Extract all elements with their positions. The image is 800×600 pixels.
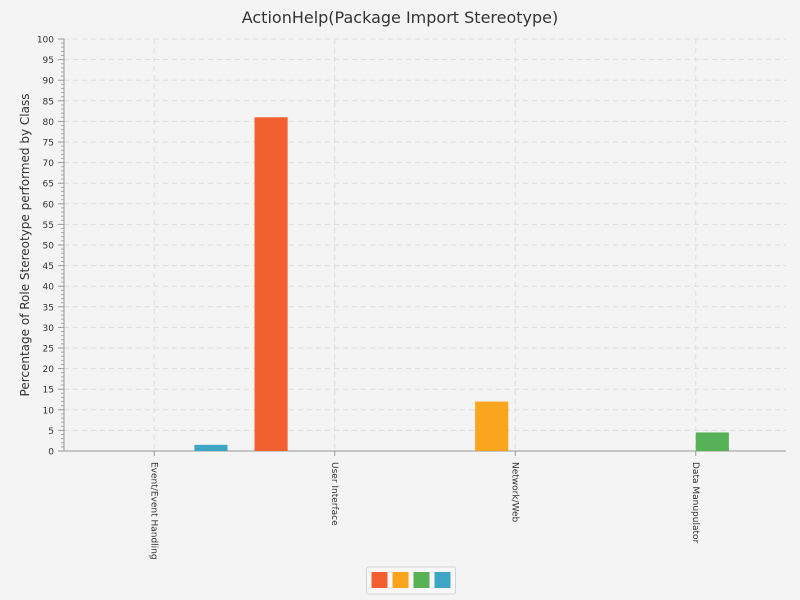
y-tick-label: 25 <box>43 345 54 355</box>
y-tick-label: 65 <box>43 180 54 190</box>
y-tick-label: 35 <box>43 303 54 313</box>
y-tick-label: 20 <box>43 365 55 375</box>
y-tick-label: 85 <box>43 97 54 107</box>
bar-event-event-handling[interactable] <box>194 444 228 451</box>
y-tick-label: 15 <box>43 386 54 396</box>
legend-swatch[interactable] <box>371 572 388 588</box>
axes: 0 5 10 15 20 25 30 35 40 45 50 55 60 65 70 75 80 85 90 95 10… <box>37 36 786 458</box>
y-tick-label: 30 <box>43 324 55 334</box>
legend-swatch[interactable] <box>392 572 409 588</box>
y-tick-label: 60 <box>43 200 55 210</box>
x-tick-label: Event/Event Handling <box>148 462 158 560</box>
y-tick-label: 100 <box>37 36 54 46</box>
y-tick-label: 55 <box>43 221 54 231</box>
x-tick-label: Network/Web <box>509 462 519 523</box>
x-tick-label: User Interface <box>329 462 339 526</box>
y-tick-label: 80 <box>43 118 55 128</box>
bars <box>194 117 729 451</box>
y-tick-label: 45 <box>43 262 54 272</box>
x-tick-label: Data Manupulator <box>690 462 700 544</box>
y-tick-label: 70 <box>43 159 55 169</box>
y-tick-label: 50 <box>43 242 55 252</box>
y-tick-label: 75 <box>43 139 54 149</box>
grid <box>64 38 786 451</box>
y-tick-label: 0 <box>48 448 54 458</box>
legend-swatch[interactable] <box>413 572 430 588</box>
y-tick-label: 10 <box>43 406 55 416</box>
y-tick-label: 90 <box>43 77 55 87</box>
y-tick-label: 5 <box>48 427 54 437</box>
legend-swatch[interactable] <box>434 572 451 588</box>
legend <box>366 566 456 595</box>
x-tick-labels: Event/Event Handling User Interface Networ… <box>148 462 700 560</box>
y-tick-label: 95 <box>43 56 54 66</box>
bar-data-manupulator[interactable] <box>695 432 729 451</box>
legend-box <box>366 566 456 595</box>
bar-network-web[interactable] <box>475 401 509 451</box>
y-axis-label: Percentage of Role Stereotype performed … <box>18 94 32 397</box>
y-tick-label: 40 <box>43 283 55 293</box>
chart-title: ActionHelp(Package Import Stereotype) <box>242 8 559 27</box>
bar-user-interface[interactable] <box>254 117 288 451</box>
